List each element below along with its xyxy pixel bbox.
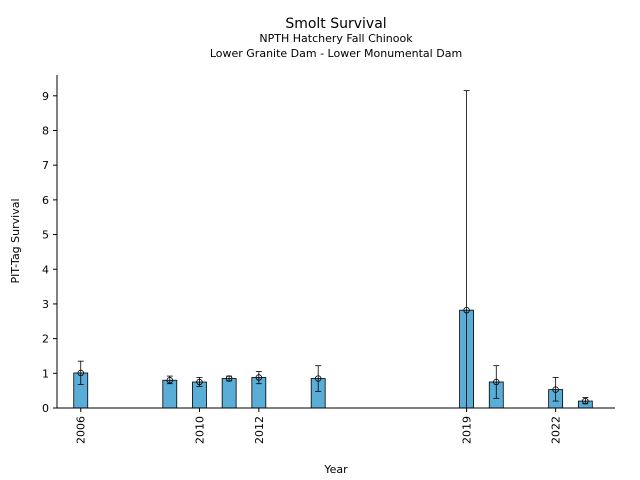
point-marker-2010: [196, 378, 203, 386]
y-tick-label: 4: [42, 263, 49, 276]
y-tick-label: 0: [42, 402, 49, 415]
y-tick-label: 9: [42, 90, 49, 103]
point-marker-2023: [582, 397, 589, 405]
x-tick-label: 2006: [75, 416, 88, 444]
bar-2011: [221, 378, 237, 409]
y-tick-label: 7: [42, 159, 49, 172]
x-tick-label: 2010: [193, 416, 206, 444]
y-tick-label: 3: [42, 298, 49, 311]
point-marker-2009: [166, 377, 173, 384]
x-axis-label: Year: [323, 463, 348, 476]
bar-group: [73, 309, 593, 409]
x-tick-label: 2019: [461, 416, 474, 444]
chart-subtitle-reach: Lower Granite Dam - Lower Monumental Dam: [210, 47, 462, 60]
x-axis-ticks: 2006 2010 2012 2019 2022: [75, 408, 563, 444]
point-marker-2020: [493, 378, 500, 386]
point-marker-2011: [225, 375, 233, 382]
y-axis-ticks: 0 1 2 3 4 5 6 7 8 9: [42, 90, 57, 415]
y-tick-label: 1: [42, 367, 49, 380]
error-bar-group: [77, 90, 589, 409]
y-tick-label: 6: [42, 194, 49, 207]
point-marker-2019: [463, 306, 470, 314]
point-marker-2014: [314, 375, 322, 382]
bar-2009: [162, 379, 178, 409]
chart-subtitle-species: NPTH Hatchery Fall Chinook: [259, 32, 413, 45]
point-marker-2022: [552, 386, 559, 393]
point-marker-2012: [255, 374, 263, 381]
y-tick-label: 8: [42, 125, 49, 138]
y-axis-label: PIT-Tag Survival: [9, 198, 22, 283]
y-tick-label: 2: [42, 333, 49, 346]
x-tick-label: 2022: [550, 416, 563, 444]
x-tick-label: 2012: [253, 416, 266, 444]
point-marker-2006: [77, 369, 84, 377]
y-tick-label: 5: [42, 229, 49, 242]
chart-title: Smolt Survival: [285, 16, 386, 32]
